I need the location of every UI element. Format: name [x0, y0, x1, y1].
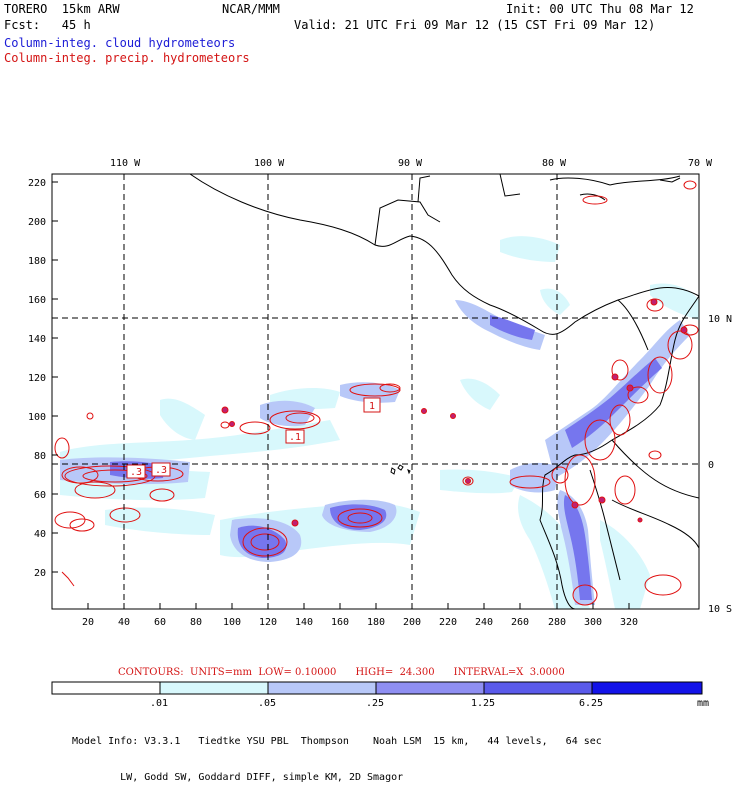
field-cloud-label: Column-integ. cloud hydrometeors: [4, 36, 236, 50]
contours-info: CONTOURS: UNITS=mm LOW= 0.10000 HIGH= 24…: [118, 667, 565, 678]
map-content: 1 .1 .3 .3: [52, 174, 699, 609]
valid-time: Valid: 21 UTC Fri 09 Mar 12 (15 CST Fri …: [294, 18, 656, 32]
legend-label: 6.25: [579, 698, 603, 709]
y-tick-label: 20: [34, 568, 46, 579]
legend-swatch: [159, 681, 269, 695]
boxed-label: .1: [289, 432, 301, 443]
x-tick-label: 80: [190, 617, 202, 628]
lon-label: 90 W: [398, 158, 423, 169]
left-y-labels: 220 200 180 160 140 120 100 80 60 40 20: [28, 178, 46, 579]
legend-swatch: [483, 681, 593, 695]
x-tick-label: 160: [331, 617, 349, 628]
legend-swatch: [267, 681, 377, 695]
x-tick-label: 60: [154, 617, 166, 628]
legend-swatch: [375, 681, 485, 695]
legend-label: .05: [258, 698, 276, 709]
y-tick-label: 200: [28, 217, 46, 228]
x-tick-label: 280: [548, 617, 566, 628]
model-info-line: Model Info: V3.3.1 Tiedtke YSU PBL Thomp…: [72, 736, 602, 747]
x-tick-label: 220: [439, 617, 457, 628]
color-legend: [51, 681, 703, 695]
lat-lon-grid: [52, 174, 699, 609]
left-y-axis: [52, 181, 58, 573]
y-tick-label: 40: [34, 529, 46, 540]
y-tick-label: 160: [28, 295, 46, 306]
contour-boxed-labels: 1 .1 .3 .3: [126, 397, 381, 479]
forecast-hour: Fcst: 45 h: [4, 18, 91, 32]
lon-label: 110 W: [110, 158, 141, 169]
field-precip-label: Column-integ. precip. hydrometeors: [4, 51, 250, 65]
x-tick-label: 100: [223, 617, 241, 628]
legend-swatch: [51, 681, 161, 695]
lon-label: 80 W: [542, 158, 567, 169]
boxed-label: 1: [369, 401, 375, 412]
x-tick-label: 140: [295, 617, 313, 628]
model-info: Model Info: V3.3.1 Tiedtke YSU PBL Thomp…: [72, 712, 602, 796]
y-tick-label: 120: [28, 373, 46, 384]
lon-label: 100 W: [254, 158, 285, 169]
legend-label: .25: [366, 698, 384, 709]
legend-swatch: [591, 681, 703, 695]
bottom-x-axis: [87, 603, 630, 609]
x-tick-label: 120: [259, 617, 277, 628]
legend-labels: .01 .05 .25 1.25 6.25 mm: [150, 698, 709, 709]
x-tick-label: 300: [584, 617, 602, 628]
x-tick-label: 20: [82, 617, 94, 628]
lon-label: 70 W: [688, 158, 713, 169]
precip-maxima: [221, 298, 688, 527]
coastlines: [189, 174, 699, 609]
y-tick-label: 220: [28, 178, 46, 189]
lat-label: 10 N: [708, 314, 732, 325]
boxed-label: .3: [155, 465, 167, 476]
model-title: TORERO 15km ARW: [4, 2, 120, 16]
init-time: Init: 00 UTC Thu 08 Mar 12: [506, 2, 694, 16]
model-info-line: LW, Godd SW, Goddard DIFF, simple KM, 2D…: [72, 772, 404, 783]
legend-label: .01: [150, 698, 168, 709]
legend-label: mm: [697, 698, 709, 709]
top-longitude-labels: 110 W 100 W 90 W 80 W 70 W: [110, 158, 713, 169]
right-lat-labels: 10 N 0 10 S: [708, 314, 732, 615]
x-tick-label: 260: [511, 617, 529, 628]
y-tick-label: 140: [28, 334, 46, 345]
x-tick-label: 240: [475, 617, 493, 628]
center-label: NCAR/MMM: [222, 2, 280, 16]
x-tick-label: 320: [620, 617, 638, 628]
precip-contours: [54, 180, 699, 606]
boxed-label: .3: [130, 467, 142, 478]
lat-label: 0: [708, 460, 714, 471]
x-tick-label: 40: [118, 617, 130, 628]
map-plot: 110 W 100 W 90 W 80 W 70 W: [28, 158, 732, 709]
lat-label: 10 S: [708, 604, 732, 615]
y-tick-label: 60: [34, 490, 46, 501]
legend-label: 1.25: [471, 698, 495, 709]
y-tick-label: 80: [34, 451, 46, 462]
x-tick-label: 180: [367, 617, 385, 628]
x-tick-label: 200: [403, 617, 421, 628]
y-tick-label: 180: [28, 256, 46, 267]
bottom-x-labels: 20 40 60 80 100 120 140 160 180 200 220 …: [82, 617, 638, 628]
y-tick-label: 100: [28, 412, 46, 423]
